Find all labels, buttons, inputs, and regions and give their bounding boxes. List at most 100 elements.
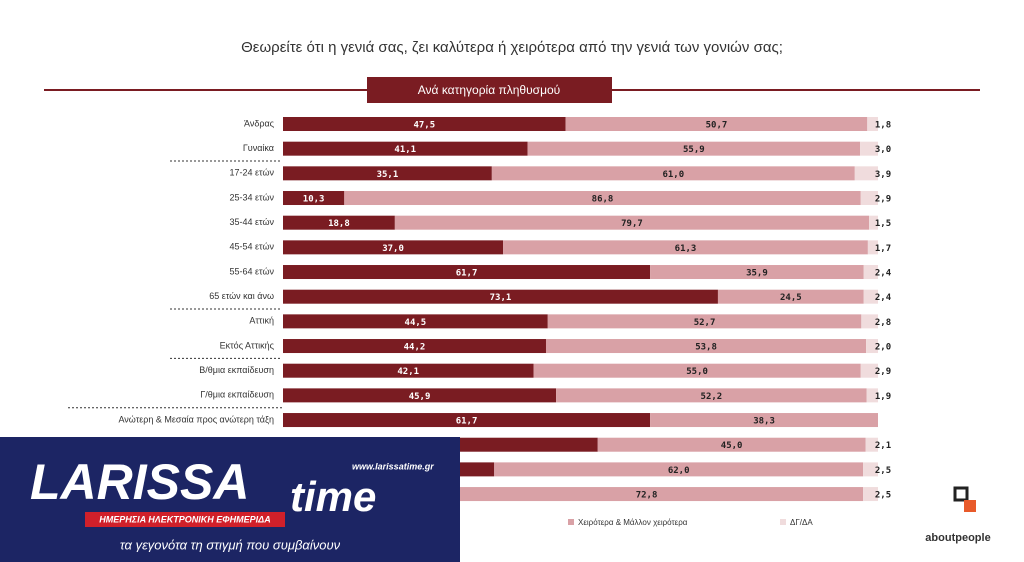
bar-segment <box>865 437 878 452</box>
category-label: Β/θμια εκπαίδευση <box>199 365 274 375</box>
subtitle-box <box>367 77 612 103</box>
value-label: 45,0 <box>721 441 743 451</box>
category-label: 45-54 ετών <box>230 242 275 252</box>
brand-logo: aboutpeople <box>925 486 991 544</box>
bar-segment <box>597 437 866 452</box>
category-label: Γυναίκα <box>243 143 274 153</box>
bar-segment <box>344 191 861 206</box>
bar-segment <box>717 289 864 304</box>
value-label: 2,8 <box>875 318 891 328</box>
bar-segment <box>527 141 861 156</box>
bar-segment <box>494 462 864 477</box>
bar-segment <box>283 166 492 181</box>
value-label: 52,7 <box>694 318 716 328</box>
brand-icon <box>964 500 976 512</box>
brand-name: aboutpeople <box>925 532 990 544</box>
chart-title: Θεωρείτε ότι η γενιά σας, ζει καλύτερα ή… <box>241 39 783 56</box>
value-label: 44,5 <box>405 318 427 328</box>
bar-segment <box>854 166 878 181</box>
bar-segment <box>283 141 528 156</box>
value-label: 1,7 <box>875 244 891 254</box>
bar-segment <box>547 314 862 329</box>
bar-segment <box>429 487 864 502</box>
bar-segment <box>283 314 548 329</box>
value-label: 53,8 <box>695 343 717 353</box>
bar-segment <box>394 215 870 230</box>
value-label: 41,1 <box>394 145 416 155</box>
value-label: 61,3 <box>675 244 697 254</box>
bar-segment <box>866 339 878 354</box>
bar-segment <box>283 265 651 280</box>
value-label: 2,5 <box>875 466 891 476</box>
bar-segment <box>650 265 864 280</box>
value-label: 18,8 <box>328 219 350 229</box>
value-label: 42,1 <box>397 367 419 377</box>
bar-segment <box>491 166 855 181</box>
value-label: 37,0 <box>382 244 404 254</box>
legend-swatch <box>568 519 574 525</box>
overlay-logo: LARISSA time www.larissatime.gr ΗΜΕΡΗΣΙΑ… <box>0 437 460 562</box>
value-label: 73,1 <box>490 293 512 303</box>
bar-segment <box>650 413 878 428</box>
bar-segment <box>283 363 534 378</box>
legend-swatch <box>780 519 786 525</box>
bar-segment <box>861 314 878 329</box>
bar-segment <box>860 191 878 206</box>
bar-segment <box>869 215 878 230</box>
category-label: Αττική <box>249 316 274 326</box>
value-label: 2,4 <box>875 293 892 303</box>
value-label: 2,4 <box>875 269 892 279</box>
value-label: 86,8 <box>592 195 614 205</box>
category-label: 35-44 ετών <box>230 217 275 227</box>
category-label: Εκτός Αττικής <box>220 340 275 350</box>
bar-segment <box>283 388 557 403</box>
value-label: 24,5 <box>780 293 802 303</box>
value-label: 55,0 <box>686 367 708 377</box>
category-label: Άνδρας <box>244 118 275 128</box>
value-label: 35,9 <box>746 269 768 279</box>
value-label: 55,9 <box>683 145 705 155</box>
bar-segment <box>283 413 651 428</box>
value-label: 47,5 <box>413 121 435 131</box>
bar-segment <box>863 487 878 502</box>
bar-segment <box>565 117 868 131</box>
bar-segment <box>863 265 878 280</box>
overlay-tagline: ΗΜΕΡΗΣΙΑ ΗΛΕΚΤΡΟΝΙΚΗ ΕΦΗΜΕΡΙΔΑ <box>99 514 270 524</box>
bar-segment <box>863 462 878 477</box>
value-label: 38,3 <box>753 417 775 427</box>
bar-segment <box>283 191 345 206</box>
value-label: 2,9 <box>875 367 891 377</box>
bar-segment <box>283 289 718 304</box>
overlay-bg <box>0 437 460 562</box>
value-label: 61,0 <box>662 170 684 180</box>
value-label: 1,5 <box>875 219 891 229</box>
value-label: 2,5 <box>875 491 891 501</box>
value-label: 1,9 <box>875 392 891 402</box>
bar-segment <box>283 215 395 230</box>
overlay-banner <box>85 512 285 527</box>
value-label: 3,9 <box>875 170 891 180</box>
legend-label: Χειρότερα & Μάλλον χειρότερα <box>578 518 688 527</box>
category-label: Ανώτερη & Μεσαία προς ανώτερη τάξη <box>118 414 274 424</box>
bar-segment <box>503 240 868 255</box>
bar-segment <box>533 363 861 378</box>
value-label: 1,8 <box>875 121 891 131</box>
value-label: 45,9 <box>409 392 431 402</box>
value-label: 52,2 <box>701 392 723 402</box>
value-label: 35,1 <box>377 170 399 180</box>
value-label: 79,7 <box>621 219 643 229</box>
category-label: 55-64 ετών <box>230 266 275 276</box>
bar-segment <box>283 117 566 131</box>
value-label: 61,7 <box>456 269 478 279</box>
bar-segment <box>863 289 878 304</box>
value-label: 61,7 <box>456 417 478 427</box>
bar-segment <box>545 339 867 354</box>
category-label: 17-24 ετών <box>230 168 275 178</box>
category-label: 25-34 ετών <box>230 192 275 202</box>
brand-icon <box>953 486 969 502</box>
overlay-motto: τα γεγονότα τη στιγμή που συμβαίνουν <box>120 537 341 552</box>
bar-segment <box>860 363 878 378</box>
value-label: 3,0 <box>875 145 891 155</box>
bar-segment <box>283 339 546 354</box>
legend-label: ΔΓ/ΔΑ <box>790 518 813 527</box>
